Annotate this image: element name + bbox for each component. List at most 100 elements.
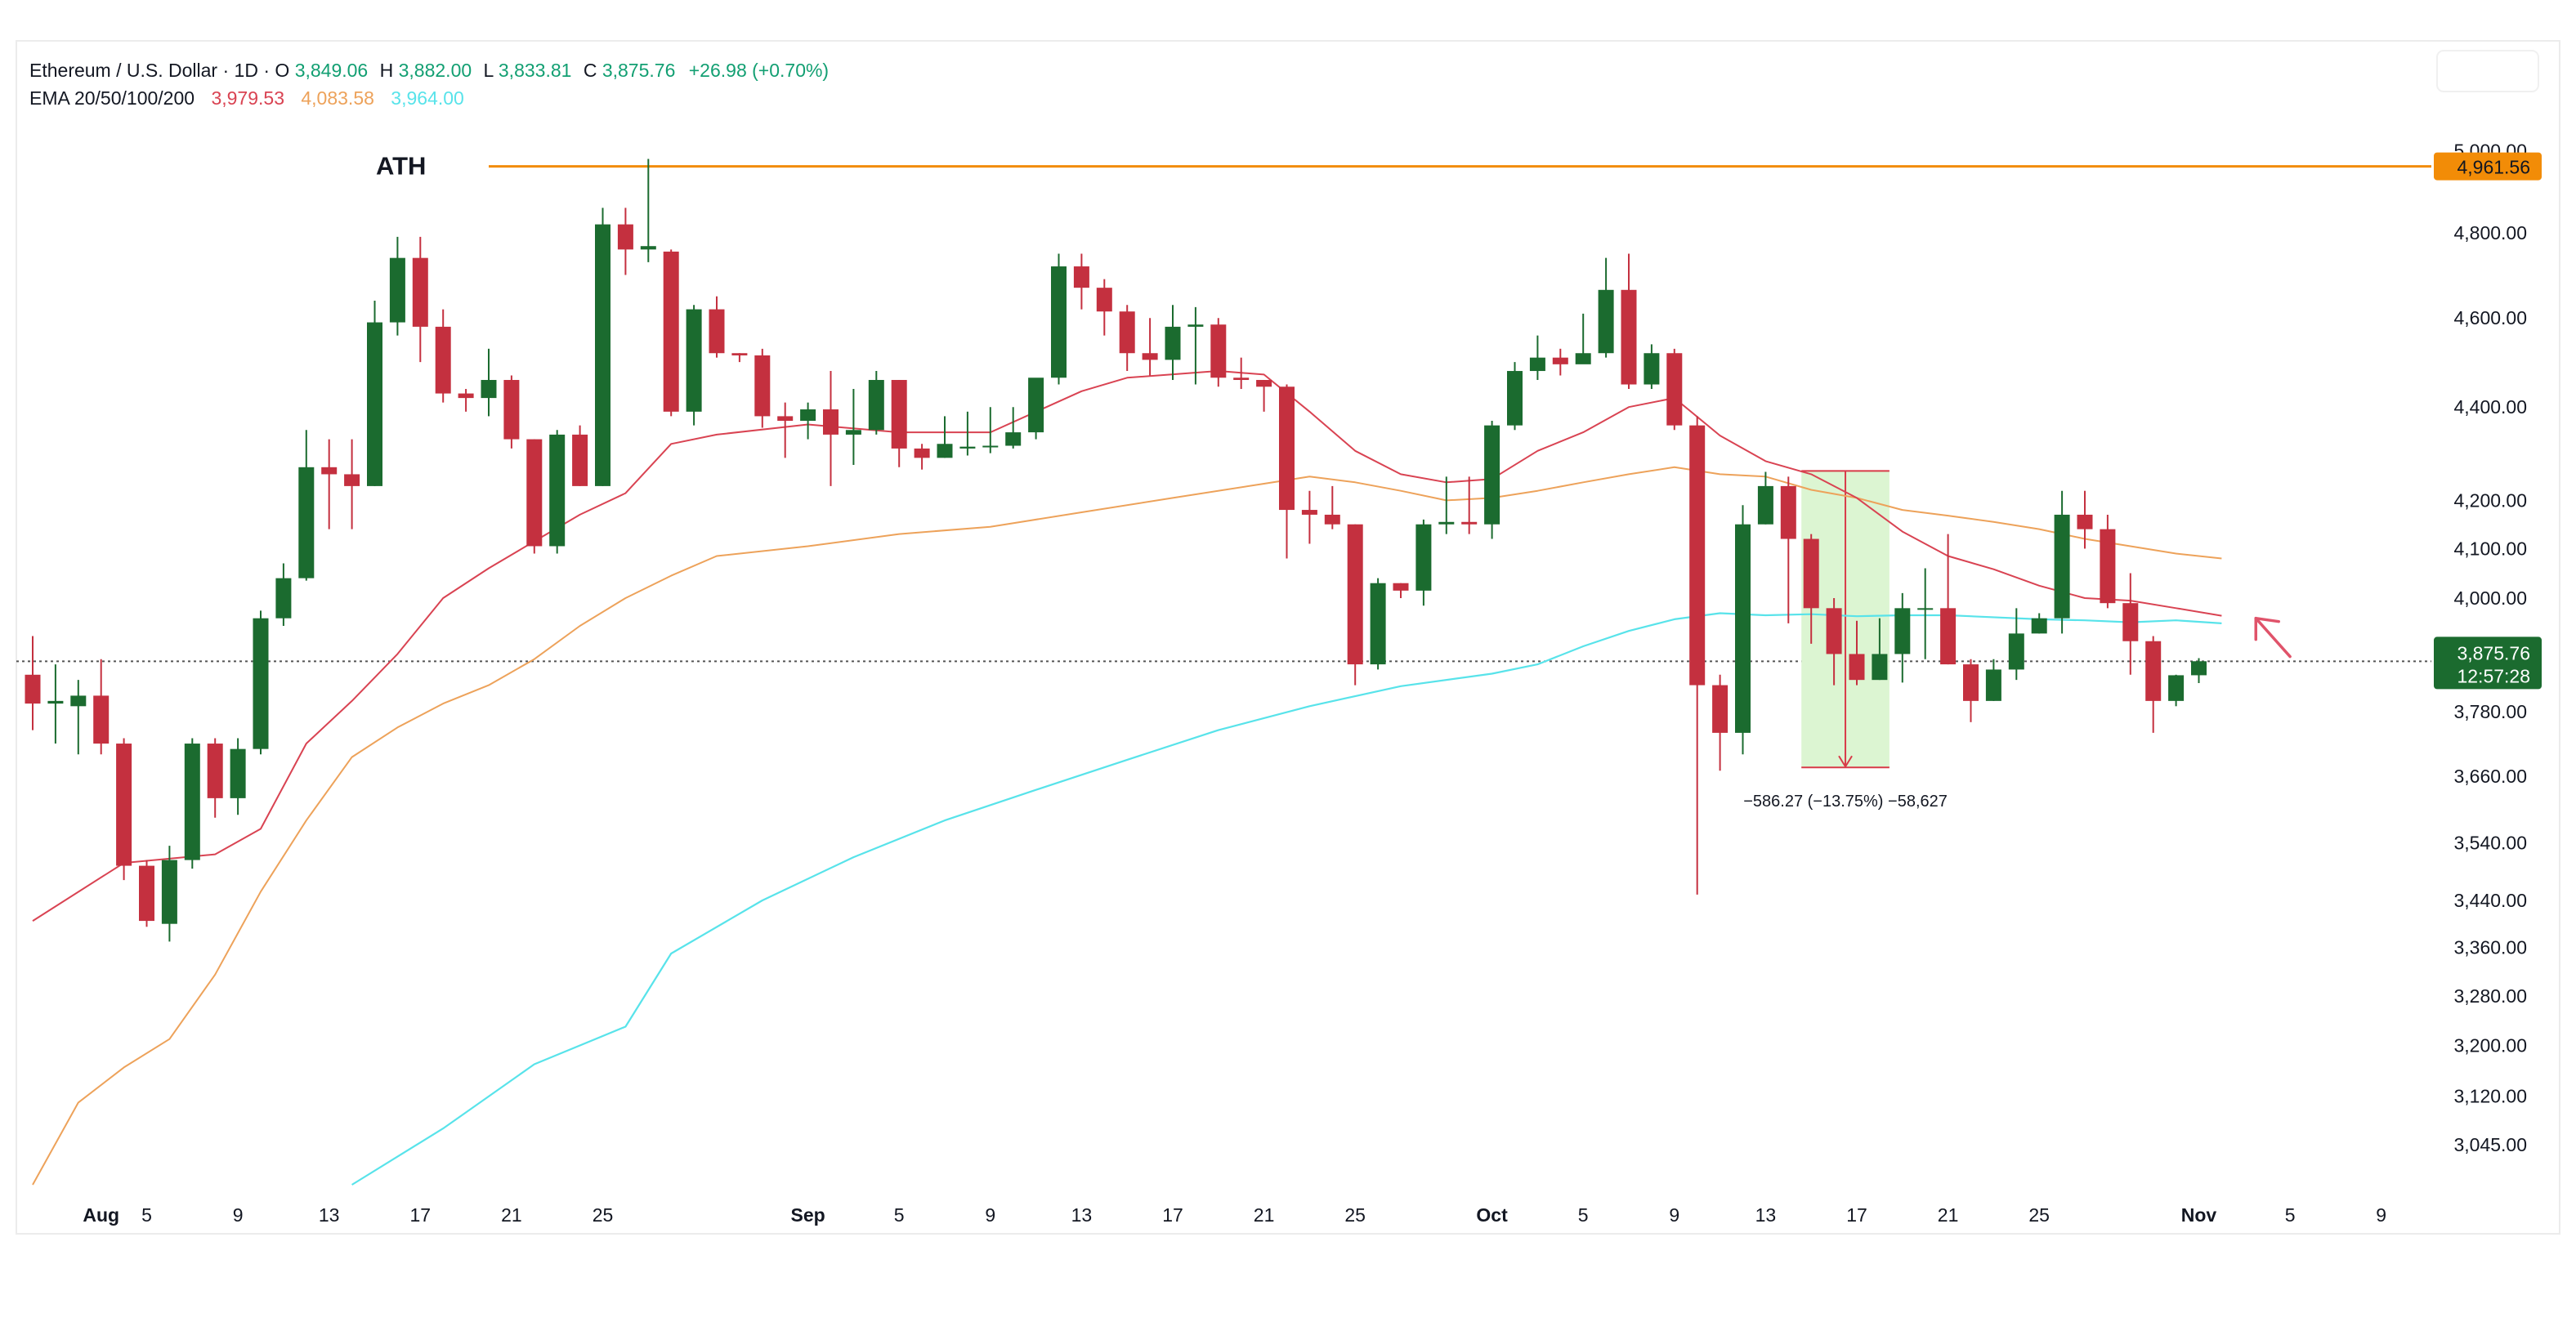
candle — [389, 236, 405, 336]
ath-label: ATH — [376, 152, 426, 181]
candle-body — [116, 744, 132, 866]
x-tick-label: Nov — [2181, 1204, 2217, 1226]
candle-body — [1621, 289, 1637, 385]
x-tick-label: 13 — [1755, 1204, 1777, 1226]
candle — [982, 407, 999, 453]
candle — [1210, 318, 1227, 387]
candle — [1917, 568, 1934, 659]
candle — [1484, 421, 1500, 539]
x-tick-label: 5 — [894, 1204, 905, 1226]
candle-body — [1872, 654, 1888, 681]
candle-body — [1689, 425, 1706, 686]
candle-body — [959, 446, 976, 449]
candle — [139, 860, 154, 927]
candle-body — [2191, 661, 2207, 676]
candle-body — [617, 224, 633, 250]
legend-ema100-value: 3,964.00 — [391, 87, 464, 109]
candle — [1233, 357, 1250, 390]
measure-tool: −586.27 (−13.75%) −58,627 — [1743, 470, 1948, 811]
candle — [503, 375, 520, 449]
x-tick-label: 21 — [1938, 1204, 1959, 1226]
candle — [1985, 659, 2001, 701]
candle-body — [982, 445, 999, 448]
measure-label: −586.27 (−13.75%) −58,627 — [1743, 793, 1948, 811]
candle-body — [1826, 608, 1842, 654]
candle-body — [845, 430, 861, 435]
x-tick-label: 9 — [233, 1204, 244, 1226]
legend-high-value: 3,882.00 — [399, 60, 472, 81]
measure-arrowhead — [1838, 755, 1853, 769]
candle-body — [1849, 654, 1865, 681]
candle — [617, 208, 633, 275]
candle-body — [1233, 377, 1250, 381]
candle — [2008, 608, 2024, 681]
candle-body — [777, 416, 794, 422]
candle-body — [481, 380, 497, 399]
candle — [686, 305, 702, 426]
candle — [1096, 279, 1112, 336]
candle — [1119, 305, 1135, 372]
candle-body — [754, 355, 771, 417]
candle-body — [2145, 641, 2162, 701]
candle — [1438, 476, 1455, 534]
candle-body — [412, 257, 428, 327]
candle — [2145, 636, 2162, 733]
candle-body — [1484, 425, 1500, 525]
candle-body — [663, 251, 679, 412]
candle-body — [1279, 386, 1295, 511]
candle — [2077, 490, 2093, 549]
candle-body — [2077, 514, 2093, 529]
candle — [731, 353, 748, 363]
top-right-toolbar-box[interactable] — [2436, 50, 2539, 92]
candle-body — [1780, 485, 1796, 539]
candle — [526, 439, 543, 554]
candle-body — [572, 434, 588, 486]
candle — [1187, 306, 1204, 385]
y-tick-label: 3,780.00 — [2453, 701, 2527, 722]
legend-ema20-value: 3,979.53 — [211, 87, 284, 109]
candle — [1507, 362, 1523, 431]
candle-body — [1940, 608, 1957, 665]
candle-body — [47, 700, 64, 704]
candle-body — [2008, 633, 2024, 670]
candle — [1279, 384, 1295, 559]
y-tick-label: 4,200.00 — [2453, 489, 2527, 511]
candle — [2100, 514, 2116, 609]
legend-high-label: H — [380, 60, 394, 81]
candle-body — [1803, 538, 1819, 609]
x-tick-label: 25 — [1344, 1204, 1366, 1226]
candle — [367, 300, 382, 486]
legend-ohlc: Ethereum / U.S. Dollar · 1D · O 3,849.06… — [29, 60, 829, 81]
y-tick-label: 4,600.00 — [2453, 307, 2527, 328]
candle — [2031, 613, 2047, 634]
candle — [298, 430, 315, 581]
candle — [959, 411, 976, 456]
candle-body — [823, 409, 839, 435]
legend-ema-title: EMA 20/50/100/200 — [29, 87, 195, 109]
candle-body — [1096, 288, 1112, 312]
candle-body — [1575, 353, 1591, 364]
candle — [93, 659, 110, 755]
candle-body — [1985, 669, 2001, 701]
ath-price-tag — [2434, 152, 2542, 181]
candle — [891, 380, 907, 467]
candle-body — [2054, 514, 2070, 619]
candle-body — [1963, 664, 1979, 701]
candle-body — [1324, 514, 1340, 525]
candle-body — [207, 744, 223, 798]
candle — [845, 389, 861, 465]
candle-body — [435, 326, 451, 394]
x-tick-label: 17 — [1162, 1204, 1183, 1226]
legend-interval: 1D — [235, 60, 258, 81]
ath-price-tag-text: 4,961.56 — [2457, 157, 2530, 178]
candle-body — [1051, 266, 1067, 378]
y-tick-label: 3,200.00 — [2453, 1034, 2527, 1056]
ema100-line — [351, 612, 2222, 1186]
y-tick-label: 3,045.00 — [2453, 1134, 2527, 1155]
candle-body — [1301, 510, 1317, 515]
candle-body — [1552, 357, 1568, 364]
candle — [344, 439, 360, 529]
candle-body — [1370, 583, 1386, 665]
candle-body — [2031, 618, 2047, 634]
